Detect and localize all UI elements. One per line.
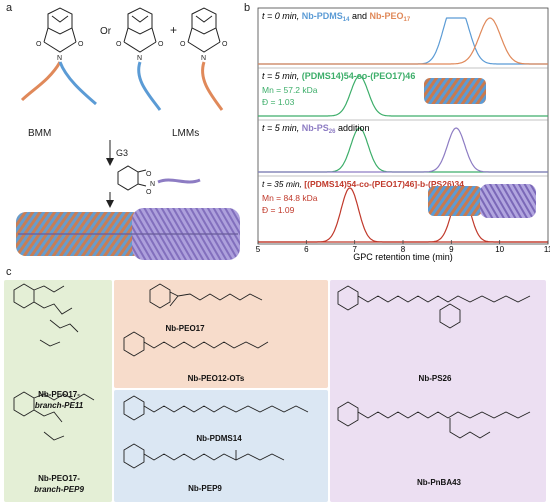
x-tick-label-7: 7 bbox=[352, 245, 357, 254]
svg-text:N: N bbox=[57, 55, 62, 62]
lmm-structure-2-icon: O O N bbox=[180, 7, 228, 62]
lmms-label: LMMs bbox=[172, 128, 199, 139]
lmm-structure-1-icon: O O N bbox=[116, 7, 164, 62]
x-tick-label-6: 6 bbox=[304, 245, 309, 254]
or-text: Or bbox=[100, 26, 112, 37]
panel-a-scheme: O O N BMM Or O O N + O O N LMMs G3 O O N bbox=[16, 7, 240, 260]
x-tick-label-10: 10 bbox=[495, 245, 504, 254]
compound-peo-pe-line1: Nb-PEO17- bbox=[38, 390, 80, 399]
ps-monomer-structure-icon: O O N bbox=[117, 165, 155, 196]
catalyst-label: G3 bbox=[116, 148, 128, 158]
lmm-peo-chain bbox=[201, 61, 224, 111]
row-2-dispersity: Đ = 1.03 bbox=[262, 97, 295, 107]
svg-text:N: N bbox=[137, 55, 142, 62]
row-4-dispersity: Đ = 1.09 bbox=[262, 205, 295, 215]
gpc-trace-4 bbox=[258, 127, 548, 173]
gpc-trace-1 bbox=[258, 17, 548, 65]
row-4-title: t = 35 min, [(PDMS14)54-co-(PEO17)46]-b-… bbox=[262, 179, 464, 189]
x-axis-label: GPC retention time (min) bbox=[353, 252, 453, 262]
pnba-structure-icon bbox=[337, 401, 531, 439]
bmm-structure-icon: O O N bbox=[36, 7, 84, 62]
compound-peo-pep-line2: branch-PEP9 bbox=[34, 485, 84, 494]
compound-peo-ots: Nb-PEO12-OTs bbox=[187, 374, 245, 383]
gpc-chart: 5 6 7 8 9 10 11 t = 0 min, Nb-PDMS14 and Nb-PE… bbox=[256, 7, 550, 262]
gpc-trace-2 bbox=[258, 75, 548, 117]
x-tick-label-8: 8 bbox=[401, 245, 406, 254]
x-tick-label-9: 9 bbox=[449, 245, 454, 254]
svg-text:O: O bbox=[158, 41, 164, 48]
purple-box bbox=[330, 280, 546, 502]
compound-peo-pe-line2: branch-PE11 bbox=[34, 401, 84, 410]
svg-text:O: O bbox=[222, 41, 228, 48]
row-3-title: t = 5 min, Nb-PS26 addition bbox=[262, 123, 370, 135]
x-ticks: 5 6 7 8 9 10 11 bbox=[256, 240, 550, 254]
panel-label-a: a bbox=[6, 2, 13, 14]
panel-label-b: b bbox=[244, 2, 251, 14]
pep-structure-icon bbox=[123, 443, 285, 469]
bmm-label: BMM bbox=[28, 128, 51, 139]
peo-ots-structure-icon bbox=[123, 331, 269, 357]
x-tick-label-11: 11 bbox=[544, 245, 550, 254]
svg-text:O: O bbox=[36, 41, 42, 48]
bmm-peo-chain bbox=[20, 61, 62, 102]
peo-pe-structure-icon bbox=[13, 283, 79, 347]
x-tick-label-5: 5 bbox=[256, 245, 261, 254]
plus-text: + bbox=[170, 23, 177, 37]
lmm-pdms-chain bbox=[137, 61, 162, 111]
gpc-trace-0 bbox=[258, 17, 548, 65]
blue-box bbox=[114, 390, 328, 502]
ps-arrowhead bbox=[106, 200, 114, 208]
svg-text:O: O bbox=[146, 171, 152, 178]
row-4-mn: Mn = 84.8 kDa bbox=[262, 193, 318, 203]
panel-label-c: c bbox=[6, 266, 12, 278]
peo-structure-icon bbox=[149, 283, 263, 309]
bottlebrush-polymer-icon bbox=[16, 208, 240, 260]
row-1-title: t = 0 min, Nb-PDMS14 and Nb-PEO17 bbox=[262, 11, 411, 23]
panel-c-structures bbox=[13, 283, 531, 469]
gpc-trace-3 bbox=[258, 127, 548, 173]
svg-text:O: O bbox=[146, 189, 152, 196]
g3-arrowhead bbox=[106, 158, 114, 166]
compound-peo-pep-line1: Nb-PEO17- bbox=[38, 474, 80, 483]
pdms-structure-icon bbox=[123, 395, 309, 421]
compound-ps: Nb-PS26 bbox=[418, 374, 452, 383]
brush-inset-2-icon bbox=[428, 184, 536, 218]
svg-text:N: N bbox=[201, 55, 206, 62]
compound-pnba: Nb-PnBA43 bbox=[416, 478, 461, 487]
brush-inset-1-icon bbox=[424, 78, 486, 104]
peo-pep-structure-icon bbox=[13, 391, 95, 441]
svg-text:O: O bbox=[180, 41, 186, 48]
bmm-pdms-chain bbox=[58, 61, 97, 106]
compound-peo: Nb-PEO17 bbox=[165, 324, 205, 333]
svg-text:O: O bbox=[78, 41, 84, 48]
row-2-title: t = 5 min, (PDMS14)54-co-(PEO17)46 bbox=[262, 71, 415, 81]
ps-chain bbox=[157, 178, 201, 184]
row-2-mn: Mn = 57.2 kDa bbox=[262, 85, 318, 95]
compound-pep: Nb-PEP9 bbox=[188, 484, 222, 493]
ps-structure-icon bbox=[337, 285, 531, 329]
green-box bbox=[4, 280, 112, 502]
svg-text:N: N bbox=[150, 181, 155, 188]
svg-text:O: O bbox=[116, 41, 122, 48]
compound-pdms: Nb-PDMS14 bbox=[196, 434, 242, 443]
